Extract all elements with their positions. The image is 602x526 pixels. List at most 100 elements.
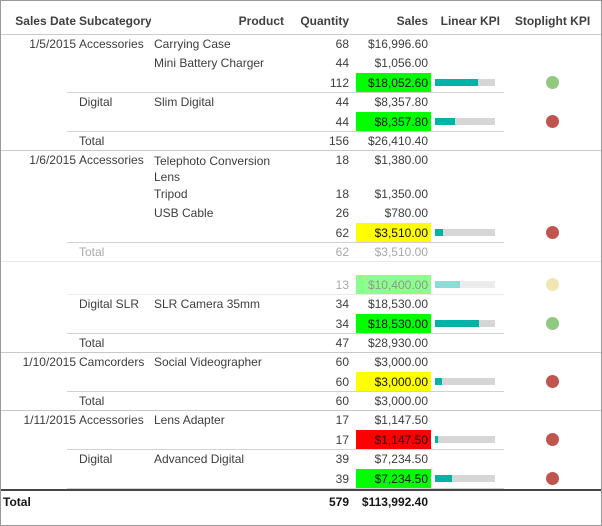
cell-quantity: 34 xyxy=(335,317,349,331)
cell-quantity: 47 xyxy=(335,336,349,350)
subtotal-divider xyxy=(67,391,504,392)
subtotal-divider xyxy=(67,92,504,93)
stoplight-indicator-yellow xyxy=(546,278,559,291)
cell-quantity: 17 xyxy=(335,413,349,427)
stoplight-indicator-red xyxy=(546,375,559,388)
cell-quantity: 60 xyxy=(335,375,349,389)
cell-subcategory: Total xyxy=(79,245,105,259)
stoplight-indicator-red xyxy=(546,472,559,485)
cell-quantity: 44 xyxy=(335,56,349,70)
cell-sales: $7,234.50 xyxy=(374,452,428,466)
cell-product: USB Cable xyxy=(154,206,214,220)
cell-quantity: 579 xyxy=(328,495,349,509)
cell-sales: $1,147.50 xyxy=(356,430,431,450)
table-row: Total 60 $3,000.00 xyxy=(1,392,601,411)
cell-subcategory: Digital SLR xyxy=(79,297,140,311)
table-row: 44 $8,357.80 xyxy=(1,112,601,132)
cell-product: SLR Camera 35mm xyxy=(154,297,261,311)
cell-product: Slim Digital xyxy=(154,95,215,109)
stoplight-indicator-green xyxy=(546,317,559,330)
table-row: 13 $10,400.00 xyxy=(1,275,601,295)
cell-product: Carrying Case xyxy=(154,37,231,51)
subtotal-divider xyxy=(67,449,504,450)
cell-sales: $1,380.00 xyxy=(374,153,428,167)
linear-kpi-bar xyxy=(435,320,495,327)
table-body: 1/5/2015 Accessories Carrying Case 68 $16,99… xyxy=(1,35,601,513)
cell-quantity: 156 xyxy=(328,134,349,148)
stoplight-indicator-red xyxy=(546,226,559,239)
column-header-qty: Quantity xyxy=(300,14,349,28)
linear-kpi-fill xyxy=(435,229,443,236)
table-row: Digital SLR SLR Camera 35mm 34 $18,530.00 xyxy=(1,295,601,314)
cell-subcategory: Accessories xyxy=(79,153,144,167)
linear-kpi-fill xyxy=(435,436,438,443)
cell-product: Telephoto Conversion Lens xyxy=(154,154,271,184)
cell-quantity: 44 xyxy=(335,115,349,129)
cell-sales: $1,147.50 xyxy=(374,413,428,427)
table-row: USB Cable 26 $780.00 xyxy=(1,204,601,223)
cell-linear-kpi xyxy=(431,372,504,385)
linear-kpi-bar xyxy=(435,378,495,385)
cell-subcategory: Digital xyxy=(79,95,113,109)
cell-quantity: 18 xyxy=(335,187,349,201)
table-row: 34 $18,530.00 xyxy=(1,314,601,334)
cell-sales: $113,992.40 xyxy=(361,495,428,509)
subtotal-divider xyxy=(67,333,504,334)
cell-sales-date: 1/10/2015 xyxy=(22,355,76,369)
linear-kpi-bar xyxy=(435,229,495,236)
linear-kpi-bar xyxy=(435,436,495,443)
stoplight-indicator-red xyxy=(546,115,559,128)
cell-sales: $3,510.00 xyxy=(374,245,428,259)
table-row: Digital Slim Digital 44 $8,357.80 xyxy=(1,93,601,112)
subtotal-divider xyxy=(67,488,504,489)
linear-kpi-bar xyxy=(435,79,495,86)
cell-product: Tripod xyxy=(154,187,188,201)
column-header-kpi: Linear KPI xyxy=(440,14,500,28)
column-header-prod: Product xyxy=(238,14,284,28)
table-row: Digital Advanced Digital 39 $7,234.50 xyxy=(1,450,601,469)
cell-sales-date: Total xyxy=(3,495,31,509)
cell-quantity: 39 xyxy=(335,452,349,466)
cell-quantity: 60 xyxy=(335,394,349,408)
linear-kpi-fill xyxy=(435,320,479,327)
cell-subcategory: Accessories xyxy=(79,413,144,427)
cell-linear-kpi xyxy=(431,314,504,327)
cell-sales: $28,930.00 xyxy=(367,336,428,350)
cell-sales: $18,052.60 xyxy=(356,73,431,93)
column-header-date: Sales Date xyxy=(15,14,76,28)
cell-product: Mini Battery Charger xyxy=(154,56,265,70)
cell-quantity: 62 xyxy=(335,226,349,240)
cell-product: Lens Adapter xyxy=(154,413,225,427)
cell-quantity: 17 xyxy=(335,433,349,447)
table-row: Mini Battery Charger 44 $1,056.00 xyxy=(1,54,601,73)
cell-linear-kpi xyxy=(431,430,504,443)
table-row: 39 $7,234.50 xyxy=(1,469,601,489)
cell-sales: $16,996.60 xyxy=(367,37,428,51)
cell-sales: $8,357.80 xyxy=(374,95,428,109)
cell-stoplight-kpi xyxy=(504,430,601,446)
cell-subcategory: Camcorders xyxy=(79,355,145,369)
cell-sales: $3,510.00 xyxy=(356,223,431,243)
cell-quantity: 44 xyxy=(335,95,349,109)
cell-quantity: 18 xyxy=(335,153,349,167)
cell-product: Advanced Digital xyxy=(154,452,245,466)
linear-kpi-bar xyxy=(435,475,495,482)
cell-sales: $3,000.00 xyxy=(374,394,428,408)
cell-subcategory: Total xyxy=(79,336,105,350)
cell-linear-kpi xyxy=(431,73,504,86)
cell-linear-kpi xyxy=(431,112,504,125)
cell-subcategory: Total xyxy=(79,394,105,408)
cell-stoplight-kpi xyxy=(504,275,601,291)
linear-kpi-fill xyxy=(435,281,460,288)
table-row: Total 47 $28,930.00 xyxy=(1,334,601,353)
stoplight-indicator-green xyxy=(546,76,559,89)
cell-stoplight-kpi xyxy=(504,112,601,128)
column-header-sales: Sales xyxy=(396,14,428,28)
cell-sales: $1,350.00 xyxy=(374,187,428,201)
linear-kpi-fill xyxy=(435,475,452,482)
stoplight-indicator-red xyxy=(546,433,559,446)
cell-stoplight-kpi xyxy=(504,223,601,239)
cell-stoplight-kpi xyxy=(504,372,601,388)
table-row: 112 $18,052.60 xyxy=(1,73,601,93)
cell-sales: $3,000.00 xyxy=(374,355,428,369)
